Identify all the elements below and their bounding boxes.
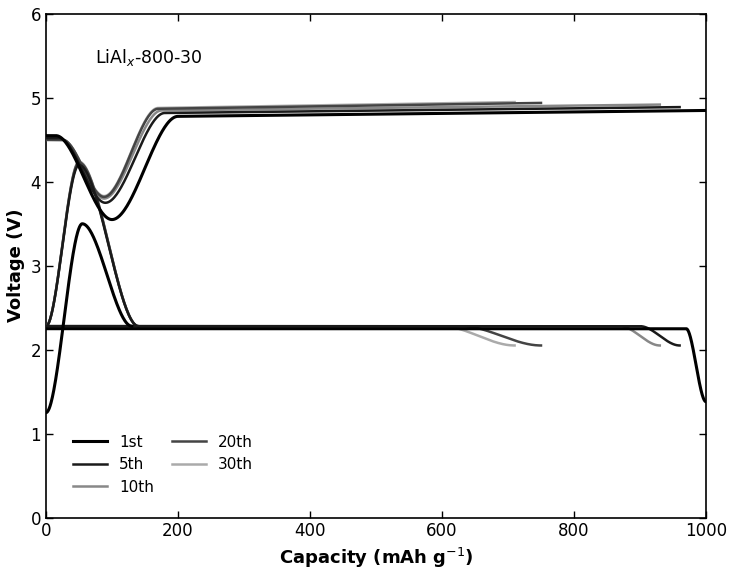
Legend: 1st, 5th, 10th, 20th, 30th: 1st, 5th, 10th, 20th, 30th [73,434,253,495]
Text: LiAl$_x$-800-30: LiAl$_x$-800-30 [95,47,203,68]
Y-axis label: Voltage (V): Voltage (V) [7,209,25,323]
X-axis label: Capacity (mAh g$^{-1}$): Capacity (mAh g$^{-1}$) [279,546,473,570]
